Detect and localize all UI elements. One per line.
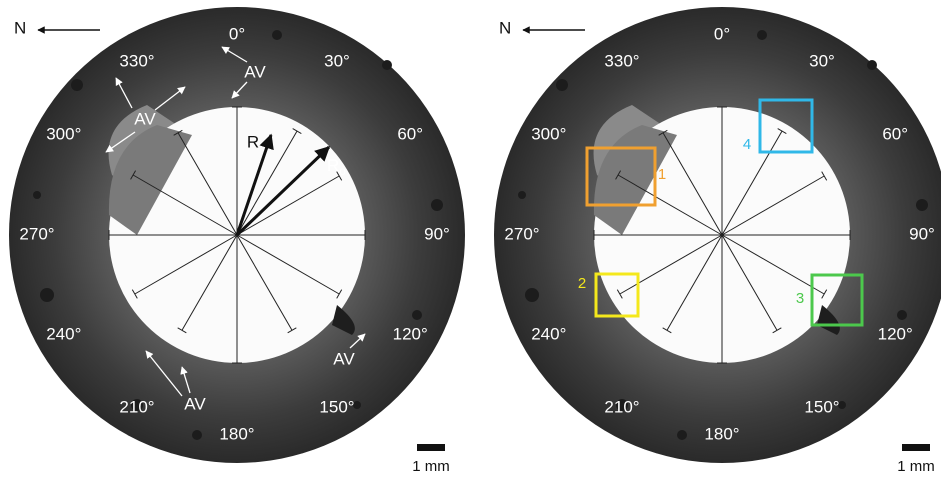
pore: [757, 30, 767, 40]
av-label: AV: [184, 394, 206, 413]
pore: [192, 430, 202, 440]
r-label: R: [247, 132, 259, 151]
pore: [33, 191, 41, 199]
scale-label: 1 mm: [412, 458, 450, 475]
angle-label: 240°: [46, 324, 81, 343]
pore: [525, 288, 539, 302]
ro-sub: o: [339, 164, 346, 178]
angle-label: 60°: [882, 124, 908, 143]
av-label: AV: [333, 349, 355, 368]
north-label: N: [14, 18, 26, 37]
pore: [71, 79, 83, 91]
scale-bar: [417, 444, 445, 451]
region-label: 4: [743, 136, 751, 153]
angle-label: 0°: [714, 24, 730, 43]
angle-label: 120°: [878, 324, 913, 343]
angle-label: 150°: [804, 398, 839, 417]
pore: [897, 310, 907, 320]
pore: [916, 199, 928, 211]
angle-label: 90°: [909, 224, 935, 243]
angle-label: 180°: [219, 424, 254, 443]
panel: 0° 30° 60° 90° 120° 150° 180° 210° 240° 270° 300° 3…: [494, 7, 941, 475]
panel: 0° 30° 60° 90° 120° 150° 180° 210° 240° 270° 300° 3…: [9, 7, 465, 475]
figure: 0°30°60°90°120°150°180°210°240°270°300°3…: [0, 0, 941, 478]
pore: [382, 60, 392, 70]
angle-label: 330°: [119, 51, 154, 70]
pore: [518, 191, 526, 199]
angle-label: 210°: [119, 398, 154, 417]
pore: [272, 30, 282, 40]
angle-label: 210°: [604, 398, 639, 417]
angle-label: 180°: [704, 424, 739, 443]
angle-label: 150°: [319, 398, 354, 417]
angle-label: 120°: [393, 324, 428, 343]
angle-label: 270°: [504, 224, 539, 243]
angle-label: 90°: [424, 224, 450, 243]
angle-label: 30°: [324, 51, 350, 70]
pore: [556, 79, 568, 91]
pore: [431, 199, 443, 211]
pore: [412, 310, 422, 320]
angle-label: 60°: [397, 124, 423, 143]
region-label: 2: [578, 275, 586, 292]
av-label: AV: [244, 62, 266, 81]
angle-label: 300°: [46, 124, 81, 143]
angle-label: 270°: [19, 224, 54, 243]
pore: [867, 60, 877, 70]
scale-label: 1 mm: [897, 458, 935, 475]
angle-label: 240°: [531, 324, 566, 343]
angle-label: 30°: [809, 51, 835, 70]
ro-main: R: [327, 156, 339, 175]
av-label: AV: [134, 109, 156, 128]
angle-label: 300°: [531, 124, 566, 143]
angle-label: 0°: [229, 24, 245, 43]
angle-label: 330°: [604, 51, 639, 70]
pore: [677, 430, 687, 440]
pore: [40, 288, 54, 302]
region-label: 3: [796, 290, 804, 307]
scale-bar: [902, 444, 930, 451]
north-label: N: [499, 18, 511, 37]
region-label: 1: [658, 166, 666, 183]
